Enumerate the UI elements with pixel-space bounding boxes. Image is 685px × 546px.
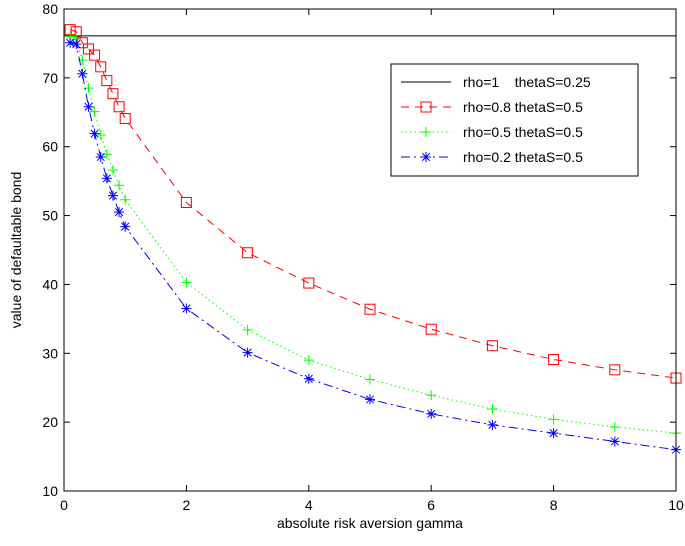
x-tick-label: 10 [668, 497, 684, 513]
x-tick-label: 4 [305, 497, 313, 513]
series-line [69, 29, 677, 379]
plus-marker [303, 355, 314, 366]
asterisk-marker [83, 101, 94, 112]
legend-label: rho=1 thetaS=0.25 [463, 74, 591, 90]
asterisk-marker [89, 128, 100, 139]
x-tick-label: 6 [427, 497, 435, 513]
plus-marker [421, 127, 431, 137]
square-marker [82, 43, 94, 55]
plus-marker [120, 194, 131, 205]
square-marker [425, 323, 437, 335]
y-tick-label: 10 [42, 483, 58, 499]
plus-marker [181, 277, 192, 288]
square-marker [486, 340, 498, 352]
asterisk-marker [365, 394, 375, 405]
legend-label: rho=0.2 thetaS=0.5 [463, 149, 583, 165]
series-4 [65, 37, 681, 455]
plus-marker [95, 130, 106, 141]
plus-marker [242, 324, 253, 335]
y-tick-label: 50 [42, 208, 58, 224]
legend-item-3: rho=0.5 thetaS=0.5 [401, 124, 583, 140]
axes-layer: 0 2 4 6 8 10 10 20 30 40 50 60 70 80 [42, 1, 684, 513]
asterisk-marker [95, 152, 106, 163]
square-marker [113, 101, 125, 113]
square-marker [101, 75, 113, 87]
y-tick-label: 30 [42, 345, 58, 361]
square-marker [180, 196, 192, 208]
asterisk-marker [114, 207, 125, 218]
asterisk-marker [107, 190, 118, 201]
axes-box [63, 8, 677, 492]
asterisk-marker [242, 347, 253, 358]
legend-label: rho=0.5 thetaS=0.5 [463, 124, 583, 140]
legend-box [390, 63, 639, 177]
asterisk-marker [77, 68, 88, 79]
square-marker [95, 61, 107, 73]
y-tick-label: 60 [42, 139, 58, 155]
y-tick-label: 40 [42, 276, 58, 292]
asterisk-marker [101, 173, 112, 184]
plus-marker [365, 374, 375, 385]
legend-item-4: rho=0.2 thetaS=0.5 [401, 149, 583, 165]
asterisk-marker [71, 39, 82, 50]
plus-marker [107, 165, 118, 176]
legend-label: rho=0.8 thetaS=0.5 [463, 99, 583, 115]
legend-item-1: rho=1 thetaS=0.25 [401, 74, 591, 90]
square-marker [242, 247, 254, 259]
plus-marker [487, 404, 498, 415]
series-3 [65, 31, 681, 439]
y-tick-label: 20 [42, 414, 58, 430]
asterisk-marker [421, 152, 431, 162]
asterisk-marker [181, 303, 192, 314]
plus-marker [426, 390, 437, 401]
y-axis-label: value of defaultable bond [8, 172, 24, 328]
plus-marker [114, 180, 125, 191]
asterisk-marker [548, 428, 559, 439]
square-marker [364, 303, 376, 315]
square-marker [89, 49, 101, 61]
asterisk-marker [303, 373, 314, 384]
plus-marker [548, 414, 559, 425]
square-marker [420, 101, 432, 113]
x-tick-label: 2 [183, 497, 191, 513]
y-tick-label: 70 [42, 70, 58, 86]
asterisk-marker [426, 408, 437, 419]
asterisk-marker [120, 221, 131, 232]
legend: rho=1 thetaS=0.25 rho=0.8 thetaS=0.5 rho=0… [390, 63, 639, 177]
square-marker [107, 88, 119, 100]
series-2 [64, 24, 682, 384]
series-layer [64, 24, 682, 455]
plus-marker [609, 421, 620, 432]
square-marker [303, 277, 315, 289]
plus-marker [89, 106, 100, 117]
asterisk-marker [487, 419, 498, 430]
legend-item-2: rho=0.8 thetaS=0.5 [401, 99, 583, 115]
square-marker [548, 353, 560, 365]
x-axis-label: absolute risk aversion gamma [277, 515, 463, 531]
asterisk-marker [65, 37, 76, 48]
x-tick-label: 0 [60, 497, 68, 513]
square-marker [119, 112, 131, 124]
x-tick-label: 8 [550, 497, 558, 513]
y-tick-label: 80 [42, 1, 58, 17]
asterisk-marker [609, 436, 620, 447]
square-marker [609, 364, 621, 376]
